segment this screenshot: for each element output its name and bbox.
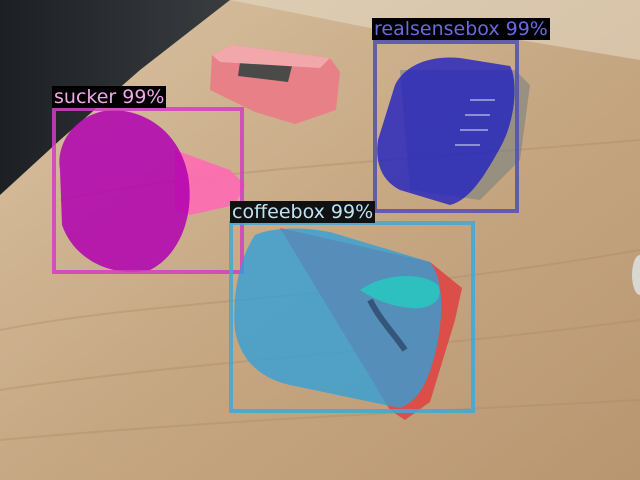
sucker-detection (52, 107, 245, 274)
coffeebox-bbox (229, 221, 475, 413)
dark-background (0, 0, 230, 195)
coffeebox-mask (234, 228, 442, 408)
background-object (632, 255, 640, 295)
realsensebox-print (455, 99, 495, 146)
coffeebox-label: coffeebox 99% (230, 201, 376, 223)
sucker-handle (175, 150, 245, 215)
sucker-mask (59, 110, 190, 273)
coffeebox-detection (229, 221, 475, 420)
realsensebox-detection (373, 40, 530, 213)
realsensebox-mask (377, 57, 515, 205)
pink-box (210, 45, 340, 124)
realsensebox-label: realsensebox 99% (372, 18, 550, 40)
coffeebox-art (360, 275, 440, 309)
realsensebox-bbox (373, 40, 519, 213)
sucker-bbox (52, 107, 244, 274)
sucker-label: sucker 99% (52, 86, 167, 108)
